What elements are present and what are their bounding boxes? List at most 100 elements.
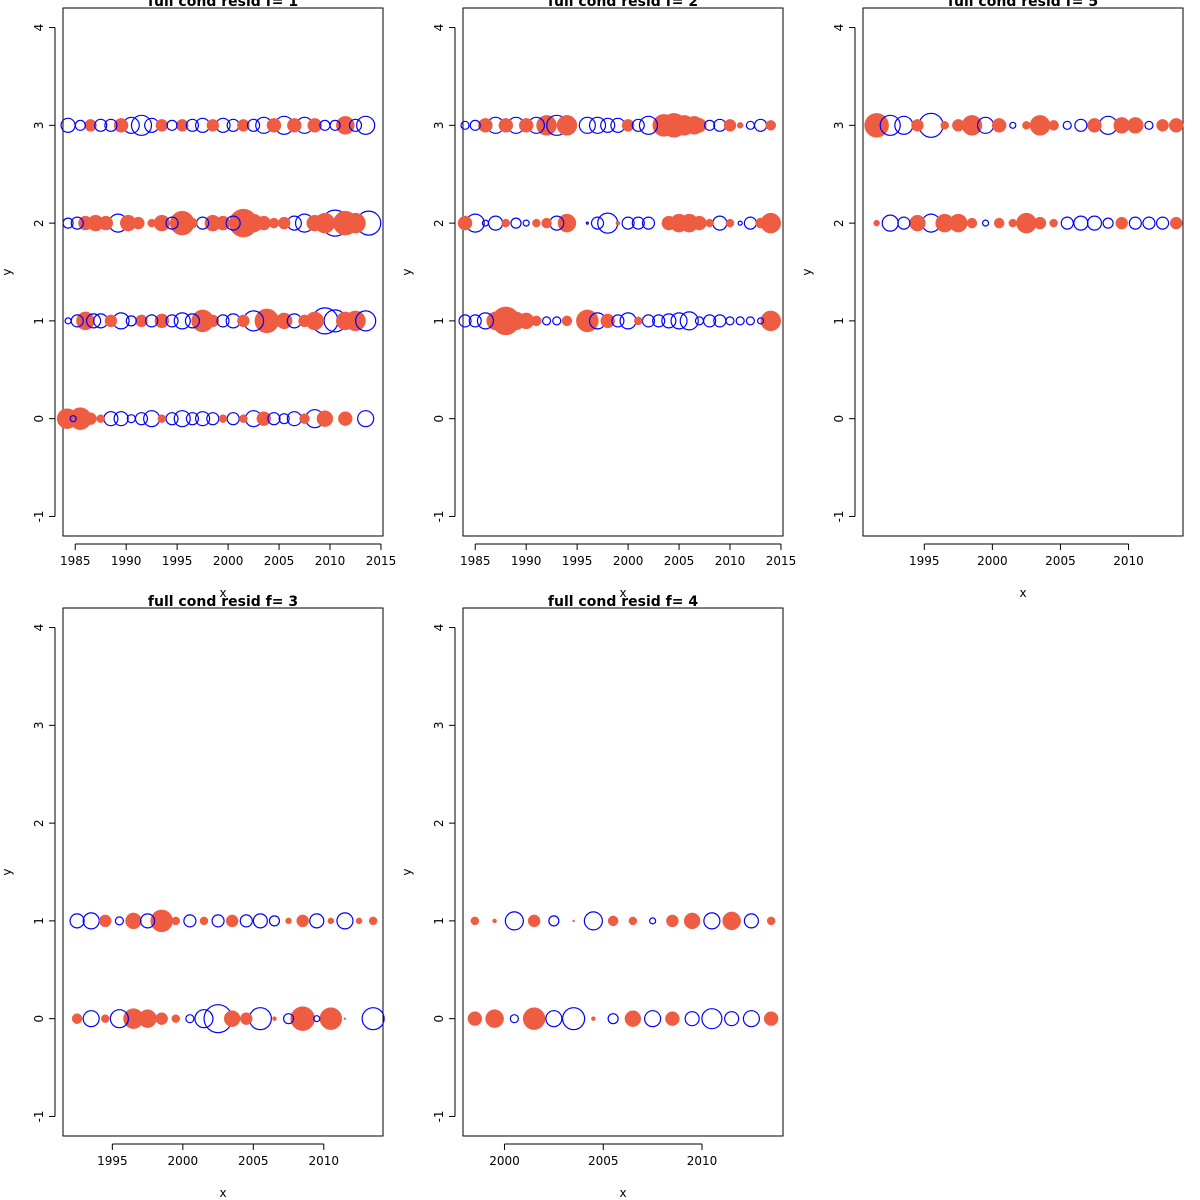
negative-residual-point: [631, 118, 645, 132]
negative-residual-point: [357, 410, 375, 428]
positive-residual-point: [531, 315, 542, 327]
x-tick-label: 2000: [213, 554, 244, 568]
negative-residual-point: [216, 314, 230, 328]
positive-residual-point: [498, 118, 514, 133]
y-tick-label: 1: [32, 317, 46, 325]
positive-residual-point: [355, 917, 363, 925]
negative-residual-point: [336, 912, 354, 930]
positive-residual-point: [666, 914, 679, 928]
x-tick-label: 2000: [168, 1154, 199, 1168]
positive-residual-point: [225, 914, 239, 928]
negative-residual-point: [82, 1010, 100, 1028]
positive-residual-point: [873, 219, 880, 227]
negative-residual-point: [652, 314, 666, 328]
negative-residual-point: [545, 1010, 563, 1028]
positive-residual-point: [1156, 119, 1169, 132]
x-tick-label: 2010: [1113, 554, 1144, 568]
x-tick-label: 1990: [111, 554, 142, 568]
negative-residual-point: [109, 1009, 129, 1029]
positive-residual-point: [290, 1006, 315, 1031]
x-axis-title: x: [619, 1186, 626, 1200]
positive-residual-point: [615, 220, 621, 226]
y-tick-label: 0: [832, 415, 846, 423]
x-tick-label: 2000: [977, 554, 1008, 568]
panel-5: full cond resid f= 4 2000 2005 2010 -1 0 1 2 3 4 x…: [400, 594, 784, 1200]
x-tick-label: 2015: [766, 554, 797, 568]
positive-residual-point: [287, 118, 302, 133]
positive-residual-point: [343, 1017, 347, 1020]
negative-residual-point: [126, 414, 136, 424]
negative-residual-point: [548, 915, 560, 927]
positive-residual-point: [155, 1012, 168, 1025]
positive-residual-point: [239, 414, 248, 423]
positive-residual-point: [621, 119, 635, 132]
positive-residual-point: [556, 115, 578, 136]
negative-residual-point: [670, 312, 688, 330]
negative-residual-point: [638, 115, 659, 135]
negative-residual-point: [134, 412, 149, 426]
positive-residual-point: [634, 316, 643, 326]
positive-residual-point: [113, 118, 129, 133]
negative-residual-point: [481, 219, 490, 227]
negative-residual-point: [194, 1009, 214, 1029]
positive-residual-point: [501, 218, 511, 228]
negative-residual-point: [552, 316, 562, 326]
positive-residual-point: [628, 916, 638, 926]
positive-residual-point: [299, 413, 310, 424]
positive-residual-point: [56, 408, 78, 429]
negative-residual-point: [165, 412, 179, 426]
panel-title: full cond resid f= 3: [148, 594, 298, 610]
negative-residual-point: [282, 1013, 295, 1025]
negative-residual-point: [64, 317, 72, 325]
positive-residual-point: [147, 218, 156, 228]
positive-residual-point: [104, 314, 118, 328]
panel-title: full cond resid f= 1: [148, 0, 298, 10]
negative-residual-point: [743, 913, 759, 929]
y-tick-label: 0: [432, 1015, 446, 1023]
negative-residual-point: [469, 119, 481, 131]
y-tick-label: 2: [32, 819, 46, 827]
positive-residual-point: [319, 1007, 343, 1030]
negative-residual-point: [607, 1013, 619, 1025]
negative-residual-point: [114, 916, 124, 926]
positive-residual-point: [345, 212, 366, 234]
y-axis-title: y: [800, 268, 814, 275]
y-tick-label: 1: [432, 317, 446, 325]
positive-residual-point: [467, 1011, 483, 1026]
negative-residual-point: [468, 314, 482, 328]
x-axis-title: x: [219, 586, 226, 600]
negative-residual-point: [879, 114, 901, 136]
x-axis-title: x: [619, 586, 626, 600]
negative-residual-point: [173, 312, 191, 330]
positive-residual-point: [306, 214, 323, 232]
negative-residual-point: [725, 316, 735, 326]
positive-residual-point: [237, 314, 250, 328]
positive-residual-point: [84, 412, 97, 425]
x-tick-label: 1995: [909, 554, 940, 568]
positive-residual-point: [661, 215, 677, 231]
negative-residual-point: [611, 314, 625, 328]
negative-residual-point: [248, 1007, 272, 1031]
negative-residual-point: [897, 216, 911, 230]
positive-residual-point: [150, 909, 173, 933]
negative-residual-point: [585, 221, 589, 225]
positive-residual-point: [478, 118, 493, 133]
plot-frame: [462, 7, 784, 537]
positive-residual-point: [206, 119, 220, 132]
positive-residual-point: [96, 414, 105, 423]
positive-residual-point: [268, 217, 280, 229]
x-tick-label: 1985: [60, 554, 91, 568]
positive-residual-point: [755, 217, 766, 229]
positive-residual-point: [692, 118, 707, 133]
positive-residual-point: [316, 410, 334, 427]
positive-residual-point: [199, 916, 209, 926]
x-tick-label: 2005: [264, 554, 295, 568]
negative-residual-point: [703, 912, 721, 930]
negative-residual-point: [701, 1008, 723, 1030]
negative-residual-point: [649, 917, 657, 925]
positive-residual-point: [909, 214, 926, 232]
positive-residual-point: [135, 314, 148, 328]
negative-residual-point: [69, 913, 85, 929]
positive-residual-point: [1049, 218, 1058, 228]
positive-residual-point: [1115, 216, 1128, 230]
